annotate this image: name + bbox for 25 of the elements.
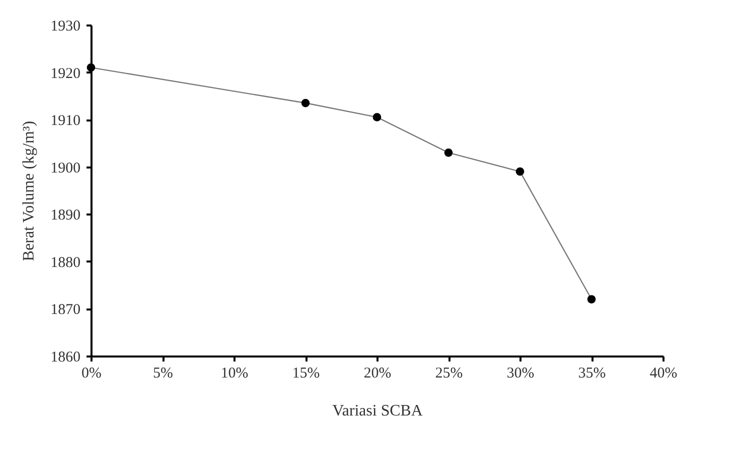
y-tick-label: 1890 bbox=[50, 208, 80, 224]
x-tick-label: 10% bbox=[220, 366, 248, 382]
x-tick-label: 20% bbox=[364, 366, 392, 382]
x-tick-label: 15% bbox=[292, 366, 320, 382]
y-tick-label: 1870 bbox=[50, 302, 80, 318]
x-tick-label: 5% bbox=[153, 366, 173, 382]
point bbox=[516, 167, 524, 176]
point bbox=[372, 113, 382, 122]
x-tick-label: 0% bbox=[82, 366, 102, 382]
point bbox=[301, 98, 310, 108]
point bbox=[444, 148, 453, 157]
y-tick-label: 1860 bbox=[50, 350, 80, 366]
x-tick-label: 25% bbox=[435, 366, 463, 382]
y-tick-label: 1910 bbox=[50, 113, 80, 130]
point bbox=[587, 295, 596, 304]
x-tick-label: 40% bbox=[650, 366, 678, 382]
y-tick-label: 1900 bbox=[50, 160, 80, 176]
y-tick-label: 1880 bbox=[50, 254, 80, 271]
y-tick-label: 1930 bbox=[50, 18, 80, 34]
x-tick-label: 35% bbox=[578, 366, 606, 382]
y-tick-label: 1920 bbox=[50, 66, 80, 82]
point bbox=[86, 63, 96, 72]
y-axis-title: Berat Volume (kg/m³) bbox=[20, 120, 38, 262]
x-tick-label: 30% bbox=[506, 366, 534, 382]
x-axis-title: Variasi SCBA bbox=[332, 402, 424, 420]
